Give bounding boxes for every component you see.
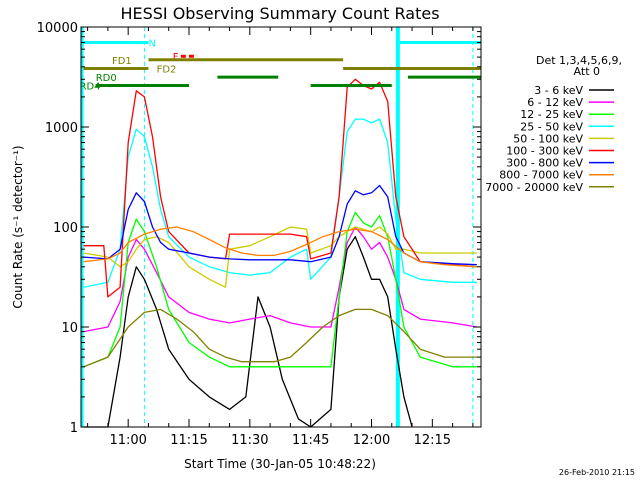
x-axis-label: Start Time (30-Jan-05 10:48:22) [184,457,376,471]
x-tick-label-0: 11:00 [109,433,146,448]
legend-label-0: 3 - 6 keV [534,84,583,97]
y-axis-label: Count Rate (s⁻¹ detector⁻¹) [11,145,25,308]
x-tick-label-5: 12:15 [414,433,451,448]
series-line-5 [83,78,477,298]
series-line-4 [83,226,477,288]
x-tick-label-3: 11:45 [292,433,329,448]
chart-title: HESSI Observing Summary Count Rates [120,4,439,23]
series-line-2 [83,211,477,368]
x-tick-label-2: 11:30 [231,433,268,448]
legend-label-3: 25 - 50 keV [520,120,583,133]
x-tick-label-4: 12:00 [353,433,390,448]
flag-label-fd2: FD2 [157,64,177,75]
flag-label-f: F [173,52,179,63]
legend-title-line2: Att 0 [574,65,600,78]
y-tick-label-2: 100 [53,221,78,236]
generation-timestamp: 26-Feb-2010 21:15 [559,468,635,477]
y-tick-label-3: 1000 [45,121,78,136]
y-tick-label-0: 1 [70,421,78,436]
shaded-interval-1 [395,27,400,427]
series-line-0 [83,236,413,428]
legend-title-line1: Det 1,3,4,5,6,9, [536,54,622,67]
y-axis: 1 10 100 1000 10000 [37,21,481,436]
flag-label-n: N [148,38,155,49]
flag-label-rd4: RD4 [80,82,101,93]
y-tick-label-1: 10 [61,321,78,336]
legend-label-1: 6 - 12 keV [527,96,583,109]
series-line-6 [83,184,477,266]
series-line-8 [83,308,477,368]
legend-label-8: 7000 - 20000 keV [485,181,583,194]
y-tick-label-4: 10000 [37,21,78,36]
x-axis: 11:00 11:15 11:30 11:45 12:00 12:15 [87,27,474,448]
x-tick-label-1: 11:15 [170,433,207,448]
flag-label-fd1: FD1 [112,56,132,67]
flag-label-rd0: RD0 [96,73,117,84]
series-line-7 [83,226,477,268]
legend-label-6: 300 - 800 keV [506,157,583,170]
legend-label-2: 12 - 25 keV [520,108,583,121]
series-line-3 [83,118,477,288]
legend-label-5: 100 - 300 keV [506,145,583,158]
legend-label-7: 800 - 7000 keV [499,169,583,182]
legend-label-4: 50 - 100 keV [513,132,583,145]
